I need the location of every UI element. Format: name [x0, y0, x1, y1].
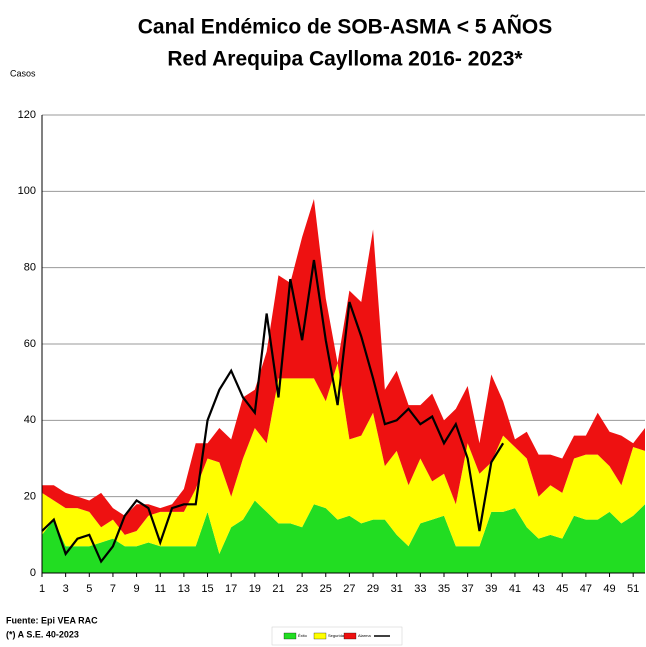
- y-tick-label: 40: [24, 414, 36, 426]
- x-tick-label: 29: [367, 583, 379, 595]
- note: Fuente: Epi VEA RAC: [6, 615, 98, 625]
- legend-swatch: [313, 632, 327, 640]
- x-tick-label: 35: [438, 583, 450, 595]
- x-tick-label: 43: [532, 583, 544, 595]
- y-tick-label: 80: [24, 262, 36, 274]
- legend-label: Seguridad: [328, 633, 346, 638]
- x-tick-label: 39: [485, 583, 497, 595]
- legend-label: Alarma: [358, 633, 371, 638]
- y-axis-label: Casos: [10, 68, 36, 78]
- x-tick-label: 9: [134, 583, 140, 595]
- area: [42, 363, 645, 554]
- area: [42, 198, 645, 535]
- x-tick-label: 33: [414, 583, 426, 595]
- x-tick-label: 11: [155, 583, 166, 595]
- x-tick-label: 7: [110, 583, 116, 595]
- x-tick-label: 49: [603, 583, 615, 595]
- y-tick-label: 60: [24, 338, 36, 350]
- y-tick-label: 120: [18, 109, 36, 121]
- x-tick-label: 51: [627, 583, 639, 595]
- x-tick-label: 37: [462, 583, 474, 595]
- x-tick-label: 3: [63, 583, 69, 595]
- x-tick-label: 17: [225, 583, 237, 595]
- chart-subtitle: Red Arequipa Caylloma 2016- 2023*: [167, 48, 523, 71]
- x-tick-label: 13: [178, 583, 190, 595]
- y-tick-label: 100: [18, 185, 36, 197]
- x-tick-label: 31: [391, 583, 403, 595]
- x-tick-label: 19: [249, 583, 261, 595]
- legend-swatch: [283, 632, 297, 640]
- x-tick-label: 1: [39, 583, 45, 595]
- legend-frame: [271, 626, 403, 646]
- legend-label: Éxito: [298, 633, 308, 638]
- x-tick-label: 21: [272, 583, 284, 595]
- x-tick-label: 5: [86, 583, 92, 595]
- x-tick-label: 25: [320, 583, 332, 595]
- x-tick-label: 27: [343, 583, 355, 595]
- chart-title: Canal Endémico de SOB-ASMA < 5 AÑOS: [138, 16, 552, 39]
- x-tick-label: 41: [509, 583, 521, 595]
- x-tick-label: 15: [201, 583, 213, 595]
- line: [41, 259, 505, 564]
- y-tick-label: 0: [30, 567, 36, 579]
- x-tick-label: 23: [296, 583, 308, 595]
- note: (*) A S.E. 40-2023: [6, 629, 79, 639]
- legend-swatch: [343, 632, 357, 640]
- x-tick-label: 45: [556, 583, 568, 595]
- y-tick-label: 20: [24, 491, 36, 503]
- x-tick-label: 47: [580, 583, 592, 595]
- area: [42, 500, 645, 573]
